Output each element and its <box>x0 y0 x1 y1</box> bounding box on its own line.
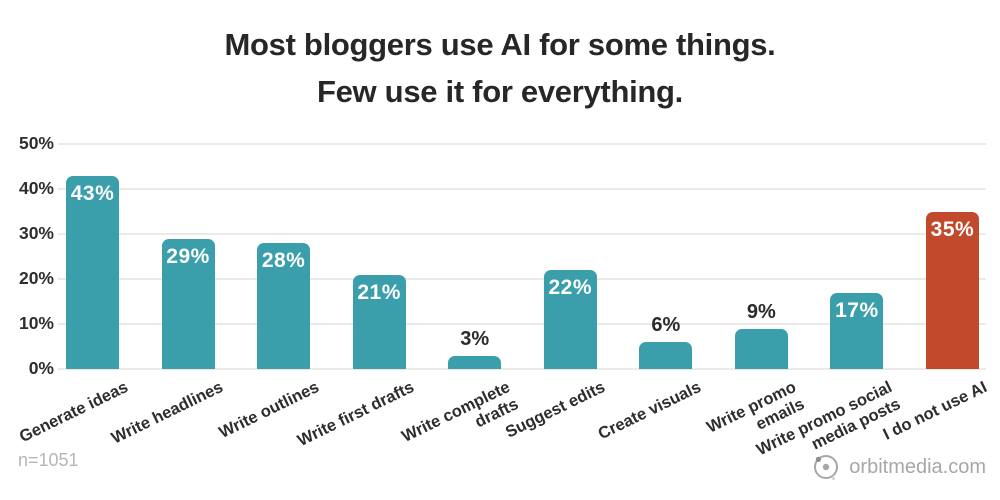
bar-value-label: 17% <box>835 298 879 322</box>
bar-write-promo-emails <box>734 328 788 369</box>
y-axis-tick: 20% <box>18 268 54 288</box>
chart-title-line2: Few use it for everything. <box>316 73 683 109</box>
bar-value-label: 6% <box>651 314 681 336</box>
gridline <box>58 368 986 370</box>
bar-value-label: 43% <box>70 181 115 205</box>
bar-value-label: 29% <box>166 244 210 268</box>
bar-create-visuals <box>639 342 693 369</box>
bar-value-label: 28% <box>261 249 306 272</box>
y-axis-tick: 10% <box>18 313 54 333</box>
bar-write-outlines: 28% <box>257 243 311 369</box>
gridline <box>58 323 986 325</box>
chart-title-line1: Most bloggers use AI for some things. <box>224 27 776 62</box>
chart-title: Most bloggers use AI for some things. Few… <box>0 22 1000 115</box>
bar-value-label: 9% <box>746 300 776 323</box>
sample-size-note: n=1051 <box>18 450 79 470</box>
bar-value-label: 21% <box>357 280 401 304</box>
y-axis-tick: 30% <box>18 223 54 243</box>
brand-text: orbitmedia.com <box>849 455 986 478</box>
brand-mark: orbitmedia.com <box>811 452 986 482</box>
y-axis-tick: 40% <box>18 178 54 198</box>
bar-write-headlines: 29% <box>161 238 215 369</box>
orbit-logo-icon <box>811 452 841 482</box>
bar-value-label: 22% <box>548 276 593 299</box>
bar-value-label: 3% <box>460 327 490 350</box>
gridline <box>58 143 986 145</box>
gridline <box>58 233 986 235</box>
bar-write-complete-drafts <box>448 355 502 369</box>
y-axis-tick: 50% <box>18 133 54 153</box>
gridline <box>58 188 986 190</box>
bar-value-label: 35% <box>930 217 975 241</box>
bar-suggest-edits: 22% <box>543 270 597 369</box>
gridline <box>58 278 986 280</box>
bar-write-promo-social-media-posts: 17% <box>830 292 884 369</box>
bar-i-do-not-use-ai: 35% <box>925 211 979 369</box>
bar-write-first-drafts: 21% <box>352 274 406 369</box>
y-axis-tick: 0% <box>28 358 54 378</box>
bar-generate-ideas: 43% <box>66 175 119 369</box>
